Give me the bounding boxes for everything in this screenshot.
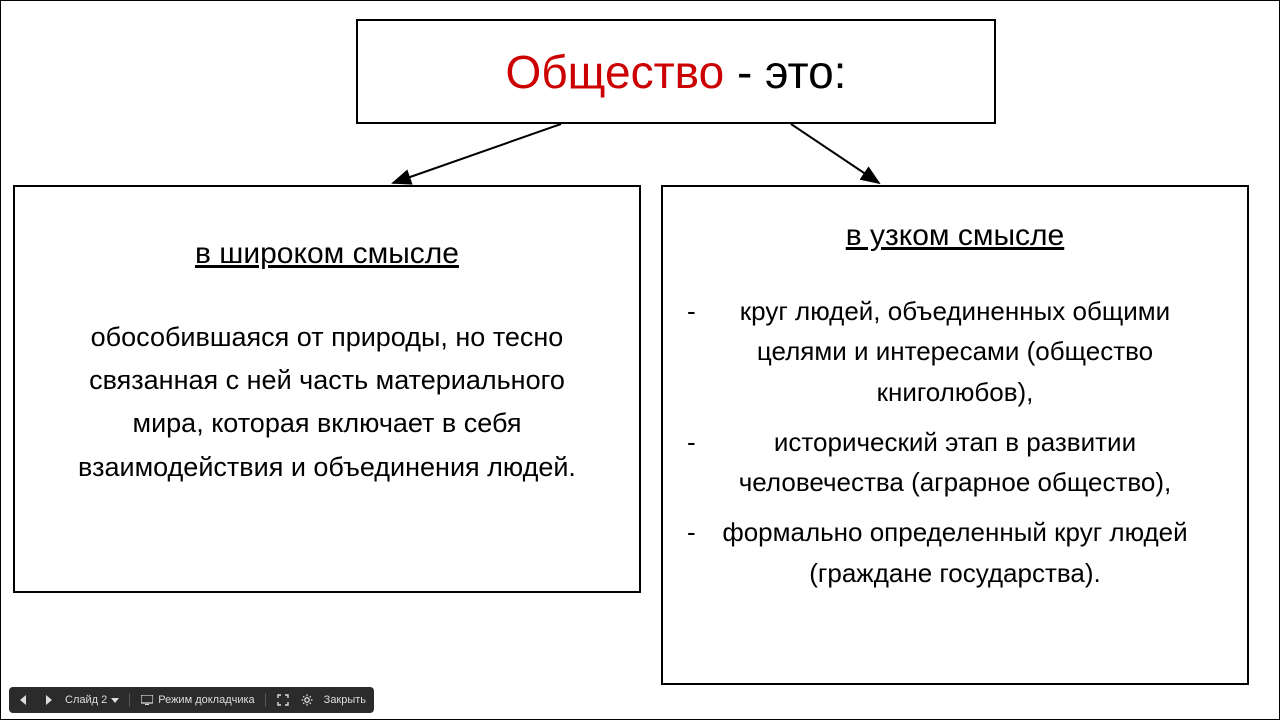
slide-counter-label: Слайд 2: [65, 694, 107, 706]
chevron-down-icon: [111, 696, 119, 704]
slide-diagram: Общество - это: в широком смысле обособи…: [0, 0, 1280, 720]
prev-slide-button[interactable]: [17, 693, 31, 707]
toolbar-separator: [129, 693, 130, 707]
narrow-sense-heading: в узком смысле: [846, 219, 1065, 253]
slide-counter[interactable]: Слайд 2: [65, 694, 119, 706]
title-box: Общество - это:: [356, 19, 996, 124]
list-item: исторический этап в развитии человечеств…: [693, 422, 1217, 513]
broad-sense-heading: в широком смысле: [195, 237, 459, 271]
broad-sense-text: обособившаяся от природы, но тесно связа…: [55, 316, 599, 489]
list-item: круг людей, объединенных общими целями и…: [693, 291, 1217, 422]
gear-icon: [301, 694, 313, 706]
fullscreen-button[interactable]: [276, 693, 290, 707]
fullscreen-icon: [277, 694, 289, 706]
next-slide-button[interactable]: [41, 693, 55, 707]
narrow-sense-list: круг людей, объединенных общими целями и…: [693, 291, 1217, 603]
settings-button[interactable]: [300, 693, 314, 707]
toolbar-separator: [265, 693, 266, 707]
title-rest: - это:: [724, 45, 846, 99]
broad-sense-box: в широком смысле обособившаяся от природ…: [13, 185, 641, 593]
monitor-icon: [140, 693, 154, 707]
presenter-mode-button[interactable]: Режим докладчика: [140, 693, 254, 707]
close-label: Закрыть: [324, 694, 366, 706]
presenter-toolbar: Слайд 2 Режим докладчика: [9, 687, 374, 713]
narrow-sense-box: в узком смысле круг людей, объединенных …: [661, 185, 1249, 685]
title-highlight: Общество: [506, 45, 725, 99]
close-button[interactable]: Закрыть: [324, 694, 366, 706]
list-item: формально определенный круг людей (гражд…: [693, 512, 1217, 603]
presenter-mode-label: Режим докладчика: [158, 694, 254, 706]
